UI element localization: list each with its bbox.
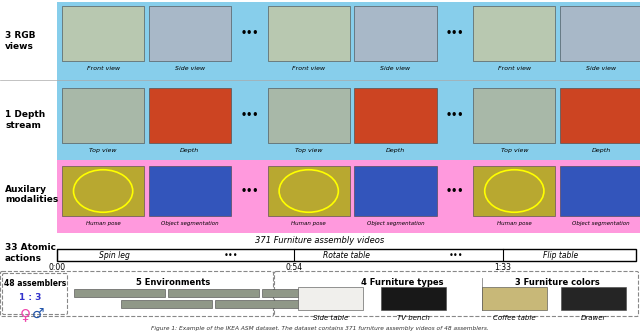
Text: Front view: Front view — [86, 66, 120, 71]
Bar — [74, 289, 165, 297]
Text: Side view: Side view — [380, 66, 411, 71]
Text: 1 : 3: 1 : 3 — [19, 293, 41, 302]
Text: ♀: ♀ — [19, 307, 31, 322]
Text: Coffee table: Coffee table — [493, 315, 536, 321]
Text: 5 Environments: 5 Environments — [136, 278, 210, 287]
Text: Top view: Top view — [295, 148, 323, 153]
Bar — [57, 2, 640, 160]
Bar — [561, 287, 626, 310]
Text: Side view: Side view — [586, 66, 616, 71]
Bar — [268, 6, 350, 61]
Bar — [62, 6, 144, 61]
Bar — [482, 287, 547, 310]
Bar — [149, 88, 231, 143]
Text: Side view: Side view — [175, 66, 205, 71]
Bar — [62, 166, 144, 216]
Text: Depth: Depth — [386, 148, 405, 153]
Text: Rotate table: Rotate table — [323, 251, 370, 260]
Text: Human pose: Human pose — [291, 221, 326, 226]
Text: •••: ••• — [240, 111, 259, 121]
Text: 33 Atomic
actions: 33 Atomic actions — [5, 243, 56, 263]
Text: •••: ••• — [449, 251, 464, 260]
Bar — [57, 160, 640, 233]
Bar — [57, 249, 636, 261]
Bar — [473, 88, 556, 143]
Text: 3 RGB
views: 3 RGB views — [5, 31, 35, 51]
Text: •••: ••• — [240, 28, 259, 39]
Bar — [62, 88, 144, 143]
Text: Top view: Top view — [90, 148, 117, 153]
Text: TV bench: TV bench — [397, 315, 429, 321]
Text: •••: ••• — [223, 251, 238, 260]
Bar — [355, 6, 436, 61]
Bar — [149, 166, 231, 216]
Bar — [381, 287, 445, 310]
Bar — [355, 88, 436, 143]
Text: Object segmentation: Object segmentation — [367, 221, 424, 226]
Text: 0:54: 0:54 — [286, 263, 303, 272]
Text: •••: ••• — [445, 28, 464, 39]
FancyBboxPatch shape — [3, 273, 67, 315]
Text: Human pose: Human pose — [497, 221, 532, 226]
FancyBboxPatch shape — [275, 271, 639, 317]
Bar — [560, 6, 640, 61]
Text: ♂: ♂ — [32, 307, 44, 321]
Text: Front view: Front view — [498, 66, 531, 71]
Text: 371 Furniture assembly videos: 371 Furniture assembly videos — [255, 236, 385, 245]
Text: •••: ••• — [445, 186, 464, 196]
Text: Depth: Depth — [180, 148, 200, 153]
Text: Drawer: Drawer — [581, 315, 606, 321]
Bar — [473, 6, 556, 61]
Bar — [473, 166, 556, 216]
Bar — [215, 300, 306, 308]
Text: 4 Furniture types: 4 Furniture types — [361, 278, 444, 287]
Bar — [268, 88, 350, 143]
Bar — [268, 166, 350, 216]
Text: Figure 1: Example of the IKEA ASM dataset. The dataset contains 371 furniture as: Figure 1: Example of the IKEA ASM datase… — [151, 326, 489, 331]
Text: 0:00: 0:00 — [49, 263, 65, 272]
Bar — [560, 88, 640, 143]
Text: Spin leg: Spin leg — [99, 251, 131, 260]
Bar — [149, 6, 231, 61]
Text: 48 assemblers: 48 assemblers — [4, 279, 66, 288]
Text: 1:33: 1:33 — [494, 263, 511, 272]
Text: •••: ••• — [445, 111, 464, 121]
Text: Flip table: Flip table — [543, 251, 579, 260]
Text: Front view: Front view — [292, 66, 325, 71]
Text: Human pose: Human pose — [86, 221, 120, 226]
Bar — [560, 166, 640, 216]
FancyBboxPatch shape — [1, 271, 273, 317]
Bar — [298, 287, 363, 310]
Bar — [168, 289, 259, 297]
Text: Auxilary
modalities: Auxilary modalities — [5, 185, 58, 204]
Text: •••: ••• — [240, 186, 259, 196]
Text: Top view: Top view — [500, 148, 528, 153]
Text: Side table: Side table — [312, 315, 348, 321]
Bar — [262, 289, 353, 297]
Text: Object segmentation: Object segmentation — [572, 221, 630, 226]
Bar — [355, 166, 436, 216]
Bar — [121, 300, 212, 308]
Text: Depth: Depth — [591, 148, 611, 153]
Text: 1 Depth
stream: 1 Depth stream — [5, 110, 45, 130]
Text: Object segmentation: Object segmentation — [161, 221, 219, 226]
Text: 3 Furniture colors: 3 Furniture colors — [515, 278, 600, 287]
